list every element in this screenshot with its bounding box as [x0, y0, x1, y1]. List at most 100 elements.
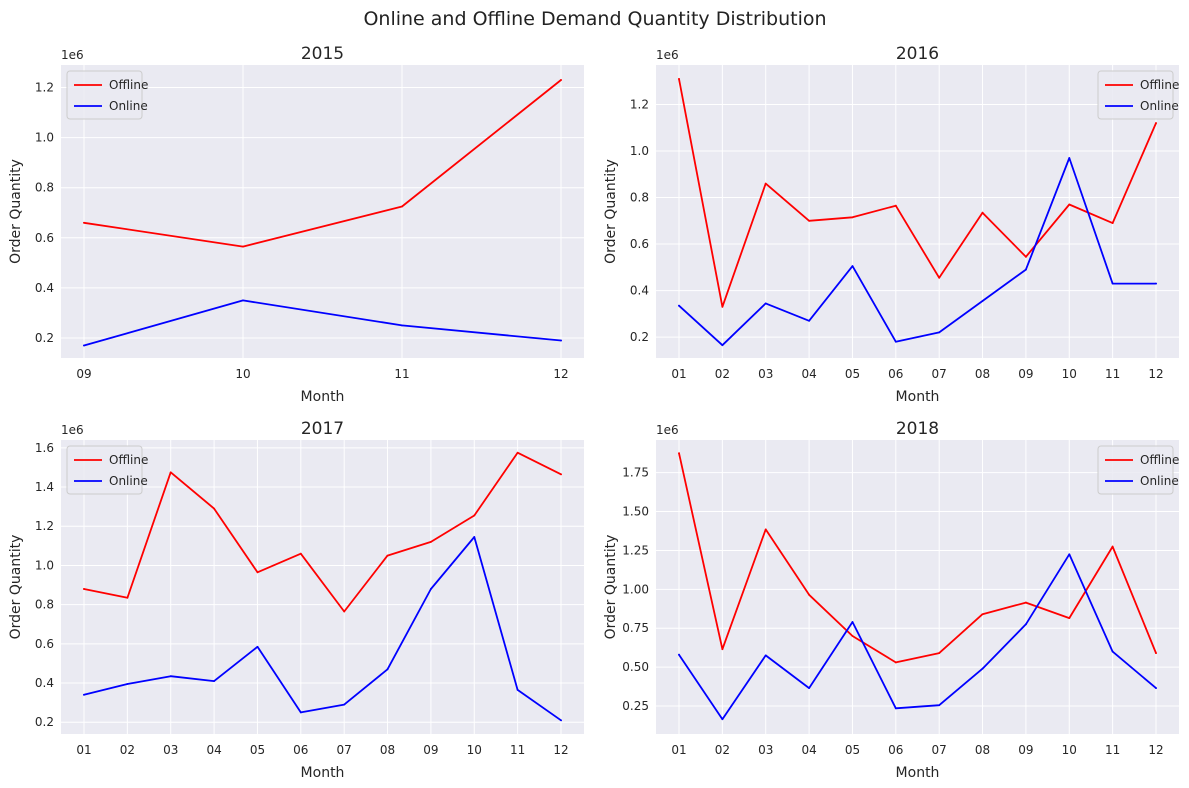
y-tick-label: 1.00: [622, 582, 649, 596]
data-point-offline: [851, 635, 854, 637]
x-tick-label: 01: [76, 743, 91, 757]
data-point-online: [894, 707, 897, 710]
data-point-offline: [299, 552, 302, 555]
x-tick-label: 09: [76, 367, 91, 381]
data-point-online: [213, 680, 215, 682]
y-tick-label: 1.75: [622, 466, 649, 480]
data-point-online: [1025, 623, 1027, 626]
x-tick-label: 10: [1062, 367, 1077, 381]
y-axis-label: Order Quantity: [8, 535, 24, 640]
data-point-offline: [386, 554, 389, 557]
plot-background: [656, 440, 1179, 734]
data-point-online: [83, 693, 85, 696]
data-point-offline: [430, 541, 432, 543]
x-tick-label: 05: [845, 367, 860, 381]
data-point-offline: [1025, 255, 1027, 258]
subplot-title: 2018: [896, 419, 939, 439]
x-tick-label: 01: [671, 743, 686, 757]
series-line-offline: [678, 78, 1157, 308]
y-tick-label: 0.6: [35, 637, 54, 651]
data-point-offline: [169, 471, 172, 474]
series-line-online: [83, 299, 562, 347]
subplot-title: 2015: [301, 44, 344, 64]
y-tick-label: 0.75: [622, 621, 649, 635]
series-line-online: [678, 553, 1157, 721]
data-point-online: [1068, 157, 1071, 159]
chart-panels: 0.2 0.4 0.6 0.8 1.0 1.2 09 10 11 12 1e6 2015 Month Or…: [8, 44, 1179, 781]
x-tick-label: 11: [1105, 743, 1120, 757]
data-point-online: [343, 703, 346, 706]
data-point-offline: [938, 276, 941, 279]
data-point-online: [1025, 268, 1027, 271]
y-axis-label: Order Quantity: [603, 159, 619, 264]
data-point-offline: [894, 661, 897, 664]
data-point-online: [1111, 282, 1114, 285]
data-point-online: [126, 683, 129, 685]
x-tick-label: 08: [975, 367, 990, 381]
data-point-online: [242, 299, 244, 302]
y-offset-text: 1e6: [656, 423, 679, 437]
y-tick-label: 0.2: [35, 715, 54, 729]
y-offset-text: 1e6: [61, 48, 84, 62]
y-offset-text: 1e6: [656, 48, 679, 62]
data-point-offline: [473, 514, 476, 517]
y-tick-label: 0.8: [35, 181, 54, 195]
y-tick-label: 1.6: [35, 441, 54, 455]
x-axis-label: Month: [896, 765, 940, 781]
data-point-offline: [808, 219, 810, 222]
data-point-offline: [343, 610, 346, 613]
data-point-online: [401, 324, 403, 327]
data-point-offline: [256, 571, 259, 574]
x-tick-label: 01: [671, 367, 686, 381]
y-tick-label: 0.25: [622, 699, 649, 713]
legend: Offline Online: [1097, 70, 1179, 120]
y-tick-label: 1.0: [35, 131, 54, 145]
data-point-offline: [126, 596, 129, 599]
data-point-online: [981, 300, 984, 302]
x-tick-label: 03: [163, 743, 178, 757]
x-tick-label: 06: [293, 743, 308, 757]
data-point-offline: [1068, 203, 1071, 206]
y-tick-label: 1.0: [630, 144, 649, 158]
data-point-online: [430, 588, 432, 590]
plot-background: [61, 440, 584, 734]
x-axis-label: Month: [301, 765, 345, 781]
legend-label-offline: Offline: [109, 78, 148, 92]
x-axis-label: Month: [301, 389, 345, 405]
data-point-online: [560, 339, 562, 342]
subplot-title: 2017: [301, 419, 344, 439]
series-line-online: [83, 536, 562, 722]
data-point-offline: [560, 79, 562, 81]
legend-label-online: Online: [1140, 99, 1179, 113]
x-tick-label: 06: [888, 743, 903, 757]
data-point-offline: [242, 245, 244, 248]
x-tick-label: 11: [510, 743, 525, 757]
x-tick-label: 12: [1148, 367, 1163, 381]
data-point-offline: [1111, 222, 1114, 225]
series-line-offline: [678, 452, 1157, 664]
x-tick-label: 09: [1018, 367, 1033, 381]
data-point-online: [169, 675, 172, 678]
data-point-online: [516, 689, 519, 691]
subplot-title: 2016: [896, 44, 939, 64]
data-point-online: [938, 704, 941, 707]
data-point-offline: [560, 473, 562, 476]
data-point-offline: [678, 452, 680, 455]
plot-background: [61, 65, 584, 358]
data-point-online: [678, 304, 680, 307]
data-point-online: [299, 711, 302, 714]
data-point-online: [1111, 650, 1114, 653]
plot-background: [656, 65, 1179, 358]
data-point-online: [721, 344, 724, 347]
y-tick-label: 1.50: [622, 505, 649, 519]
y-tick-label: 0.6: [35, 231, 54, 245]
data-point-online: [1068, 553, 1071, 556]
legend-box: [1097, 70, 1174, 120]
data-point-online: [473, 536, 476, 538]
x-tick-label: 11: [1105, 367, 1120, 381]
data-point-offline: [721, 648, 724, 651]
y-tick-label: 1.2: [35, 81, 54, 95]
data-point-offline: [894, 204, 897, 207]
data-point-online: [894, 340, 897, 343]
data-point-online: [1155, 282, 1157, 285]
